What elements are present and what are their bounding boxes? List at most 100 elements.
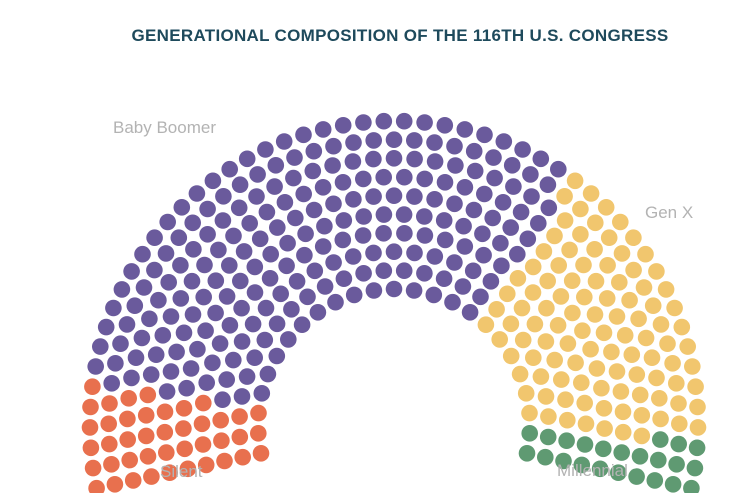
seat-baby-boomer [365, 282, 383, 299]
seat-baby-boomer [272, 285, 290, 303]
seat-gen-x [595, 400, 613, 417]
seat-baby-boomer [405, 282, 423, 299]
seat-baby-boomer [123, 369, 140, 387]
seat-baby-boomer [266, 178, 283, 195]
seat-gen-x [659, 335, 676, 353]
seat-silent [156, 403, 174, 421]
seat-gen-x [652, 316, 670, 333]
seat-baby-boomer [314, 179, 332, 196]
seat-baby-boomer [198, 374, 215, 392]
seat-silent [175, 420, 192, 437]
seat-gen-x [595, 324, 613, 342]
seat-baby-boomer [103, 375, 120, 392]
seat-millennial [555, 452, 572, 470]
seat-baby-boomer [127, 349, 145, 367]
seat-baby-boomer [218, 371, 235, 388]
seat-baby-boomer [267, 157, 285, 174]
seat-baby-boomer [509, 245, 526, 263]
seat-baby-boomer [426, 248, 444, 265]
seat-gen-x [614, 403, 632, 421]
seat-baby-boomer [159, 213, 176, 231]
seat-baby-boomer [241, 215, 258, 232]
seat-baby-boomer [355, 114, 372, 131]
seat-baby-boomer [435, 270, 453, 288]
label-silent: Silent [160, 462, 203, 481]
seat-gen-x [637, 245, 654, 263]
seat-millennial [558, 432, 575, 450]
seat-gen-x [631, 386, 649, 404]
seat-baby-boomer [185, 241, 202, 258]
seat-gen-x [538, 299, 555, 317]
seat-silent [250, 404, 267, 422]
seat-baby-boomer [296, 246, 313, 264]
seat-baby-boomer [184, 214, 201, 232]
seat-gen-x [651, 390, 668, 407]
seat-gen-x [616, 327, 634, 344]
seat-baby-boomer [416, 170, 434, 188]
seat-gen-x [599, 257, 616, 274]
seat-gen-x [630, 310, 647, 328]
seat-baby-boomer [286, 149, 303, 166]
seat-baby-boomer [244, 315, 262, 333]
seat-baby-boomer [335, 270, 353, 288]
seat-baby-boomer [334, 117, 352, 134]
seat-baby-boomer [426, 153, 444, 170]
seat-baby-boomer [238, 150, 256, 168]
seat-baby-boomer [214, 391, 231, 409]
seat-baby-boomer [334, 174, 352, 191]
seat-millennial [573, 456, 591, 474]
seat-baby-boomer [482, 273, 500, 290]
seat-baby-boomer [502, 219, 519, 236]
seat-gen-x [657, 281, 675, 298]
seat-baby-boomer [261, 270, 279, 287]
seat-gen-x [574, 322, 591, 340]
seat-baby-boomer [246, 349, 263, 367]
seat-baby-boomer [285, 169, 302, 187]
seat-millennial [521, 425, 538, 442]
seat-gen-x [549, 317, 567, 334]
seat-gen-x [556, 212, 574, 229]
seat-baby-boomer [456, 121, 474, 138]
seat-gen-x [587, 272, 605, 290]
seat-silent [81, 419, 99, 436]
seat-baby-boomer [196, 256, 213, 274]
seat-baby-boomer [355, 170, 372, 188]
seat-baby-boomer [211, 335, 229, 352]
seat-gen-x [573, 374, 590, 392]
seat-baby-boomer [256, 331, 274, 349]
seat-silent [216, 452, 233, 470]
seat-baby-boomer [486, 169, 503, 187]
seat-baby-boomer [175, 324, 193, 342]
seat-baby-boomer [280, 331, 297, 348]
seat-silent [231, 428, 249, 446]
seat-gen-x [637, 329, 655, 347]
seat-gen-x [488, 301, 505, 318]
seat-baby-boomer [295, 126, 312, 144]
seat-gen-x [598, 290, 616, 307]
seat-millennial [539, 428, 557, 446]
seat-millennial [613, 444, 630, 461]
seat-gen-x [633, 427, 651, 445]
seat-baby-boomer [233, 333, 251, 350]
seat-gen-x [525, 349, 542, 367]
seat-baby-boomer [97, 318, 115, 336]
seat-gen-x [546, 227, 563, 245]
seat-baby-boomer [105, 299, 122, 317]
seat-gen-x [572, 200, 589, 218]
seat-baby-boomer [283, 301, 300, 318]
seat-baby-boomer [426, 191, 443, 208]
seat-gen-x [611, 274, 628, 291]
seat-gen-x [671, 415, 688, 433]
seat-baby-boomer [456, 179, 474, 196]
seat-baby-boomer [395, 206, 413, 223]
seat-baby-boomer [436, 174, 454, 191]
seat-baby-boomer [416, 114, 433, 131]
seat-baby-boomer [385, 131, 403, 148]
chart-title: GENERATIONAL COMPOSITION OF THE 116TH U.… [131, 26, 669, 45]
seat-gen-x [537, 388, 555, 405]
seat-millennial [668, 456, 685, 473]
seat-baby-boomer [523, 188, 540, 205]
seat-millennial [628, 468, 645, 485]
seat-silent [194, 436, 212, 453]
seat-baby-boomer [249, 166, 266, 183]
